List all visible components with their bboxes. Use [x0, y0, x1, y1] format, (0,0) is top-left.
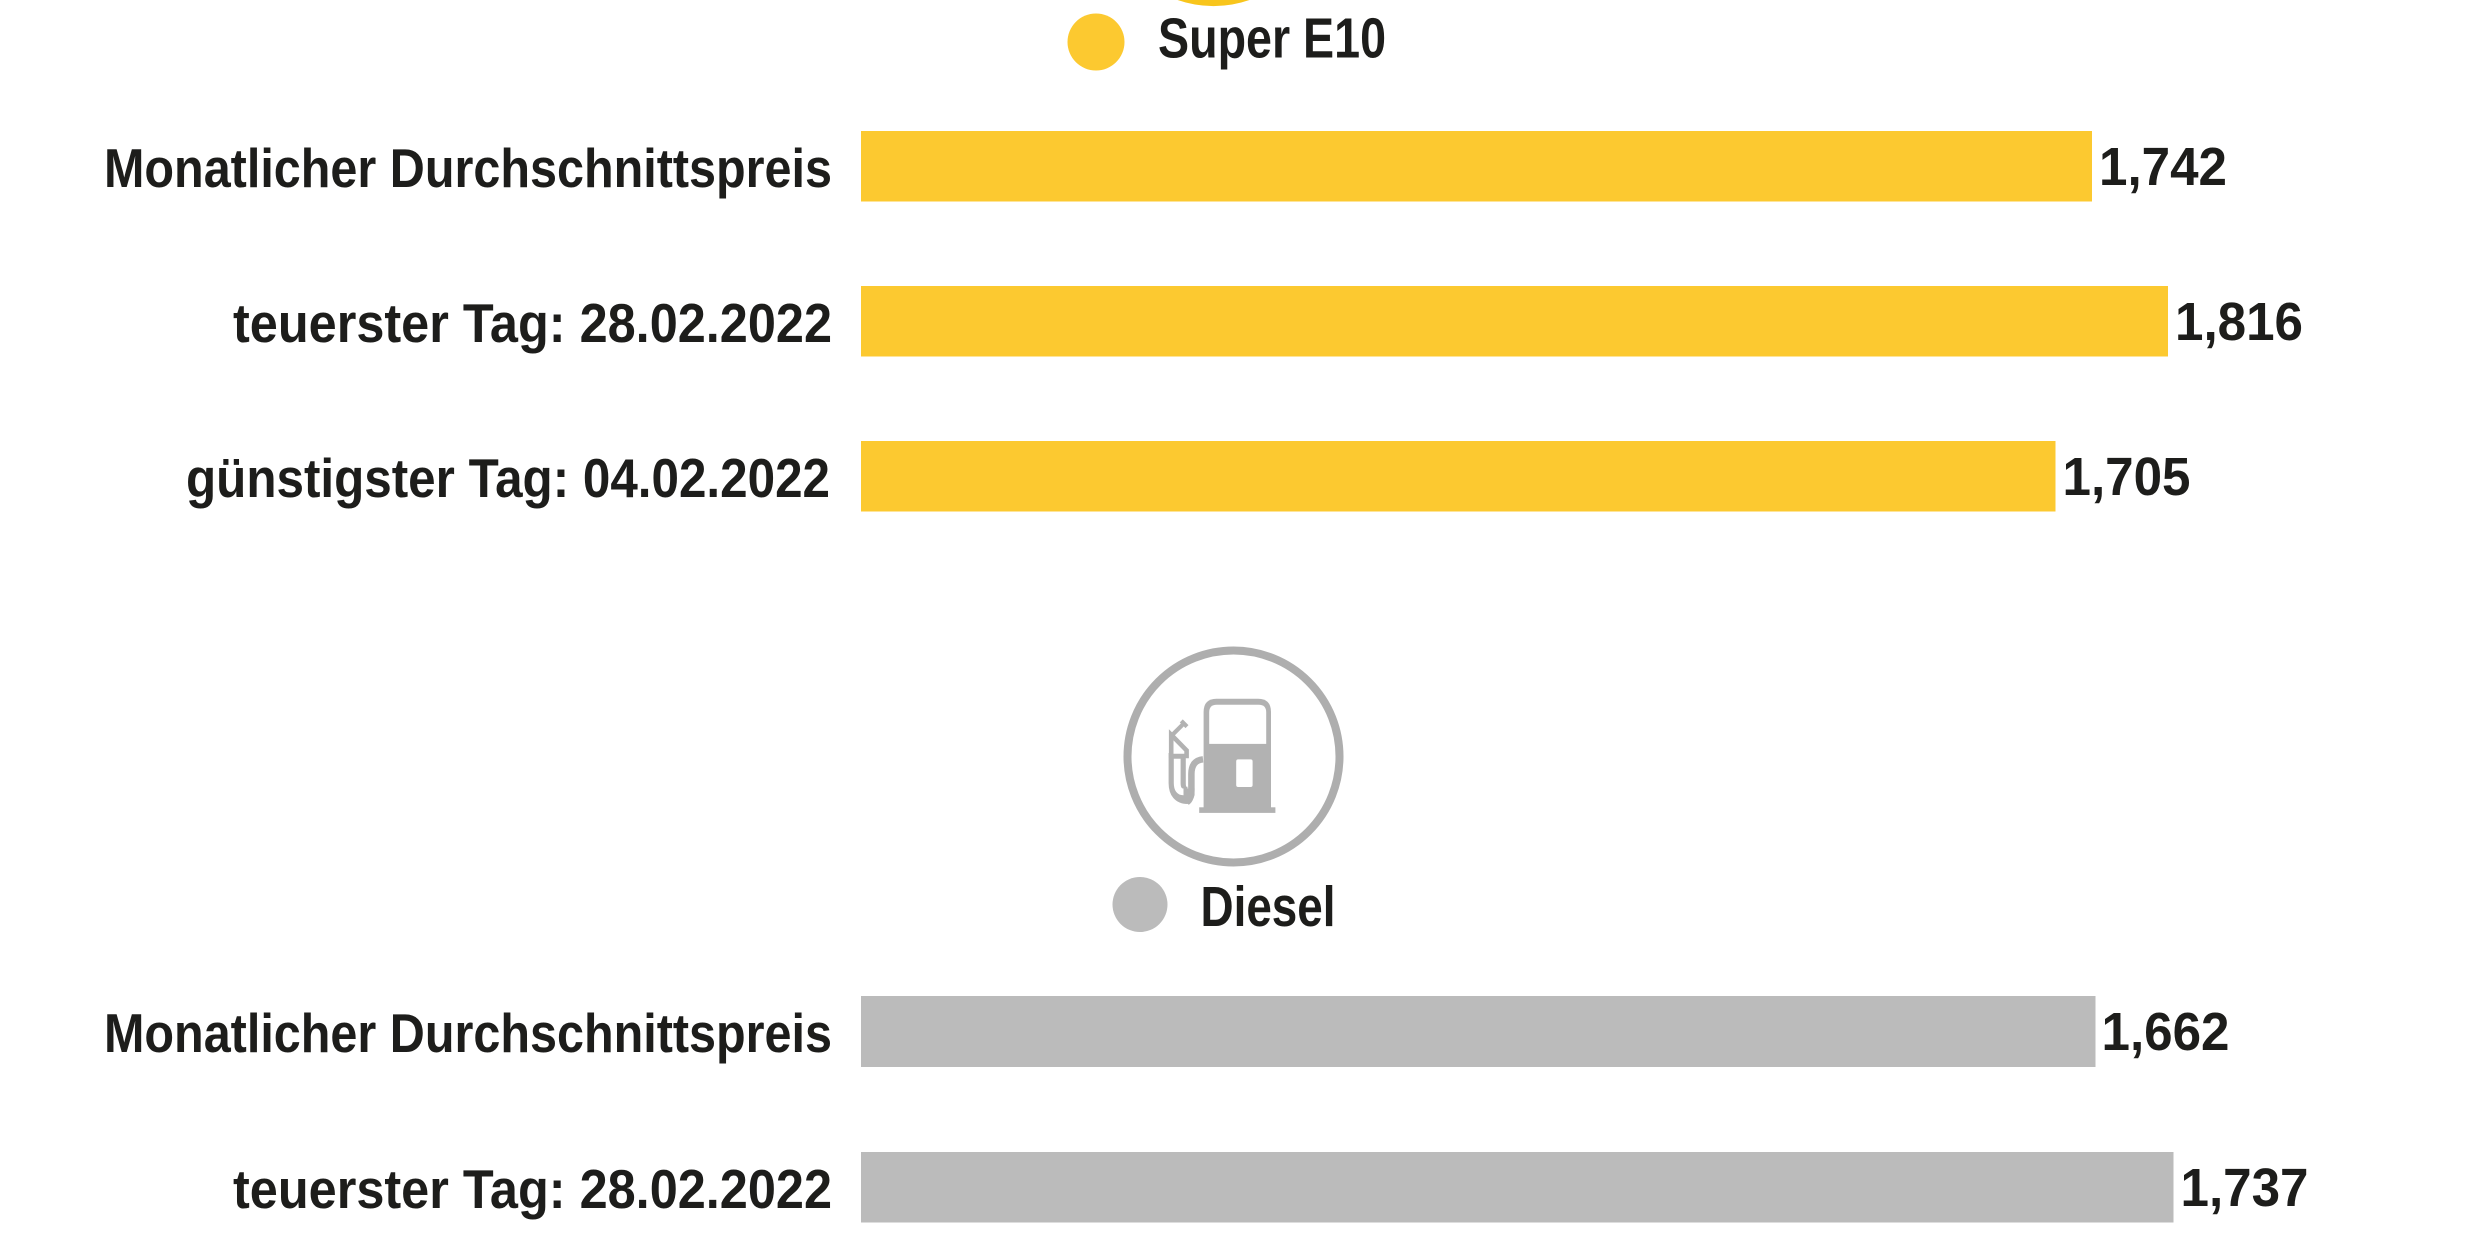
svg-text:1,705: 1,705: [2063, 447, 2191, 507]
svg-text:teuerster Tag: 28.02.2022: teuerster Tag: 28.02.2022: [233, 292, 832, 354]
svg-text:Diesel: Diesel: [1201, 875, 1336, 939]
svg-text:Super E10: Super E10: [1158, 7, 1386, 71]
svg-text:1,737: 1,737: [2181, 1158, 2309, 1218]
svg-text:Monatlicher Durchschnittspreis: Monatlicher Durchschnittspreis: [104, 137, 832, 199]
svg-text:Monatlicher Durchschnittspreis: Monatlicher Durchschnittspreis: [104, 1002, 832, 1064]
svg-text:1,662: 1,662: [2102, 1002, 2230, 1062]
svg-text:teuerster Tag: 28.02.2022: teuerster Tag: 28.02.2022: [233, 1158, 832, 1220]
svg-text:1,816: 1,816: [2175, 292, 2303, 352]
svg-text:1,742: 1,742: [2099, 137, 2227, 197]
svg-text:günstigster Tag: 04.02.2022: günstigster Tag: 04.02.2022: [186, 447, 830, 509]
